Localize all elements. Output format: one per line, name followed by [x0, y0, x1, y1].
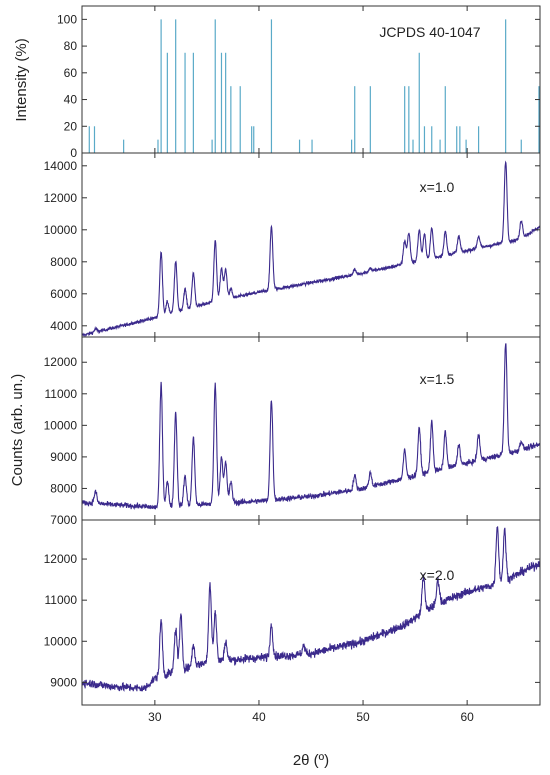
spectrum-line-2 — [82, 343, 540, 510]
spectrum-line-3 — [82, 526, 540, 692]
series-label-3: x=2.0 — [420, 567, 455, 583]
y-tick-label-3-0: 9000 — [50, 675, 77, 689]
y-tick-label-2-5: 12000 — [44, 355, 78, 369]
x-tick-label-3: 60 — [460, 710, 474, 724]
panel-frame-1 — [81, 152, 541, 338]
y-tick-label-2-1: 8000 — [50, 481, 77, 495]
x-tick-label-1: 40 — [252, 710, 266, 724]
x-tick-label-0: 30 — [148, 710, 162, 724]
panel-2 — [81, 336, 541, 521]
y-tick-label-1-5: 14000 — [44, 159, 78, 173]
y-tick-label-1-3: 10000 — [44, 223, 78, 237]
y-tick-label-1-0: 4000 — [50, 319, 77, 333]
y-tick-label-2-2: 9000 — [50, 450, 77, 464]
y-tick-label-2-0: 7000 — [50, 513, 77, 527]
panel-3 — [81, 519, 541, 706]
y-tick-label-0-0: 0 — [70, 146, 77, 160]
series-label-2: x=1.5 — [420, 371, 455, 387]
x-tick-label-2: 50 — [356, 710, 370, 724]
panel-frame-3 — [81, 519, 541, 706]
y-tick-label-1-1: 6000 — [50, 287, 77, 301]
y-tick-label-0-1: 20 — [64, 119, 78, 133]
x-axis-label: 2θ (º) — [293, 752, 329, 769]
y-tick-label-3-1: 10000 — [44, 634, 78, 648]
y-tick-label-1-2: 8000 — [50, 255, 77, 269]
y-tick-label-0-5: 100 — [57, 12, 77, 26]
reference-y-axis-label: Intensity (%) — [13, 38, 30, 121]
y-tick-label-3-2: 11000 — [45, 593, 78, 607]
counts-y-axis-label: Counts (arb. un.) — [9, 374, 26, 487]
y-tick-label-0-4: 80 — [64, 39, 78, 53]
y-tick-label-2-3: 10000 — [44, 418, 78, 432]
series-label-1: x=1.0 — [420, 179, 455, 195]
panel-0 — [81, 5, 541, 154]
y-tick-label-3-3: 12000 — [44, 552, 78, 566]
spectrum-line-1 — [82, 160, 540, 337]
y-tick-label-1-4: 12000 — [44, 191, 78, 205]
y-tick-label-2-4: 11000 — [45, 387, 78, 401]
panel-1 — [81, 152, 541, 338]
y-tick-label-0-3: 60 — [64, 66, 78, 80]
y-tick-label-0-2: 40 — [64, 93, 78, 107]
reference-label: JCPDS 40-1047 — [379, 24, 480, 40]
panel-frame-2 — [81, 336, 541, 521]
